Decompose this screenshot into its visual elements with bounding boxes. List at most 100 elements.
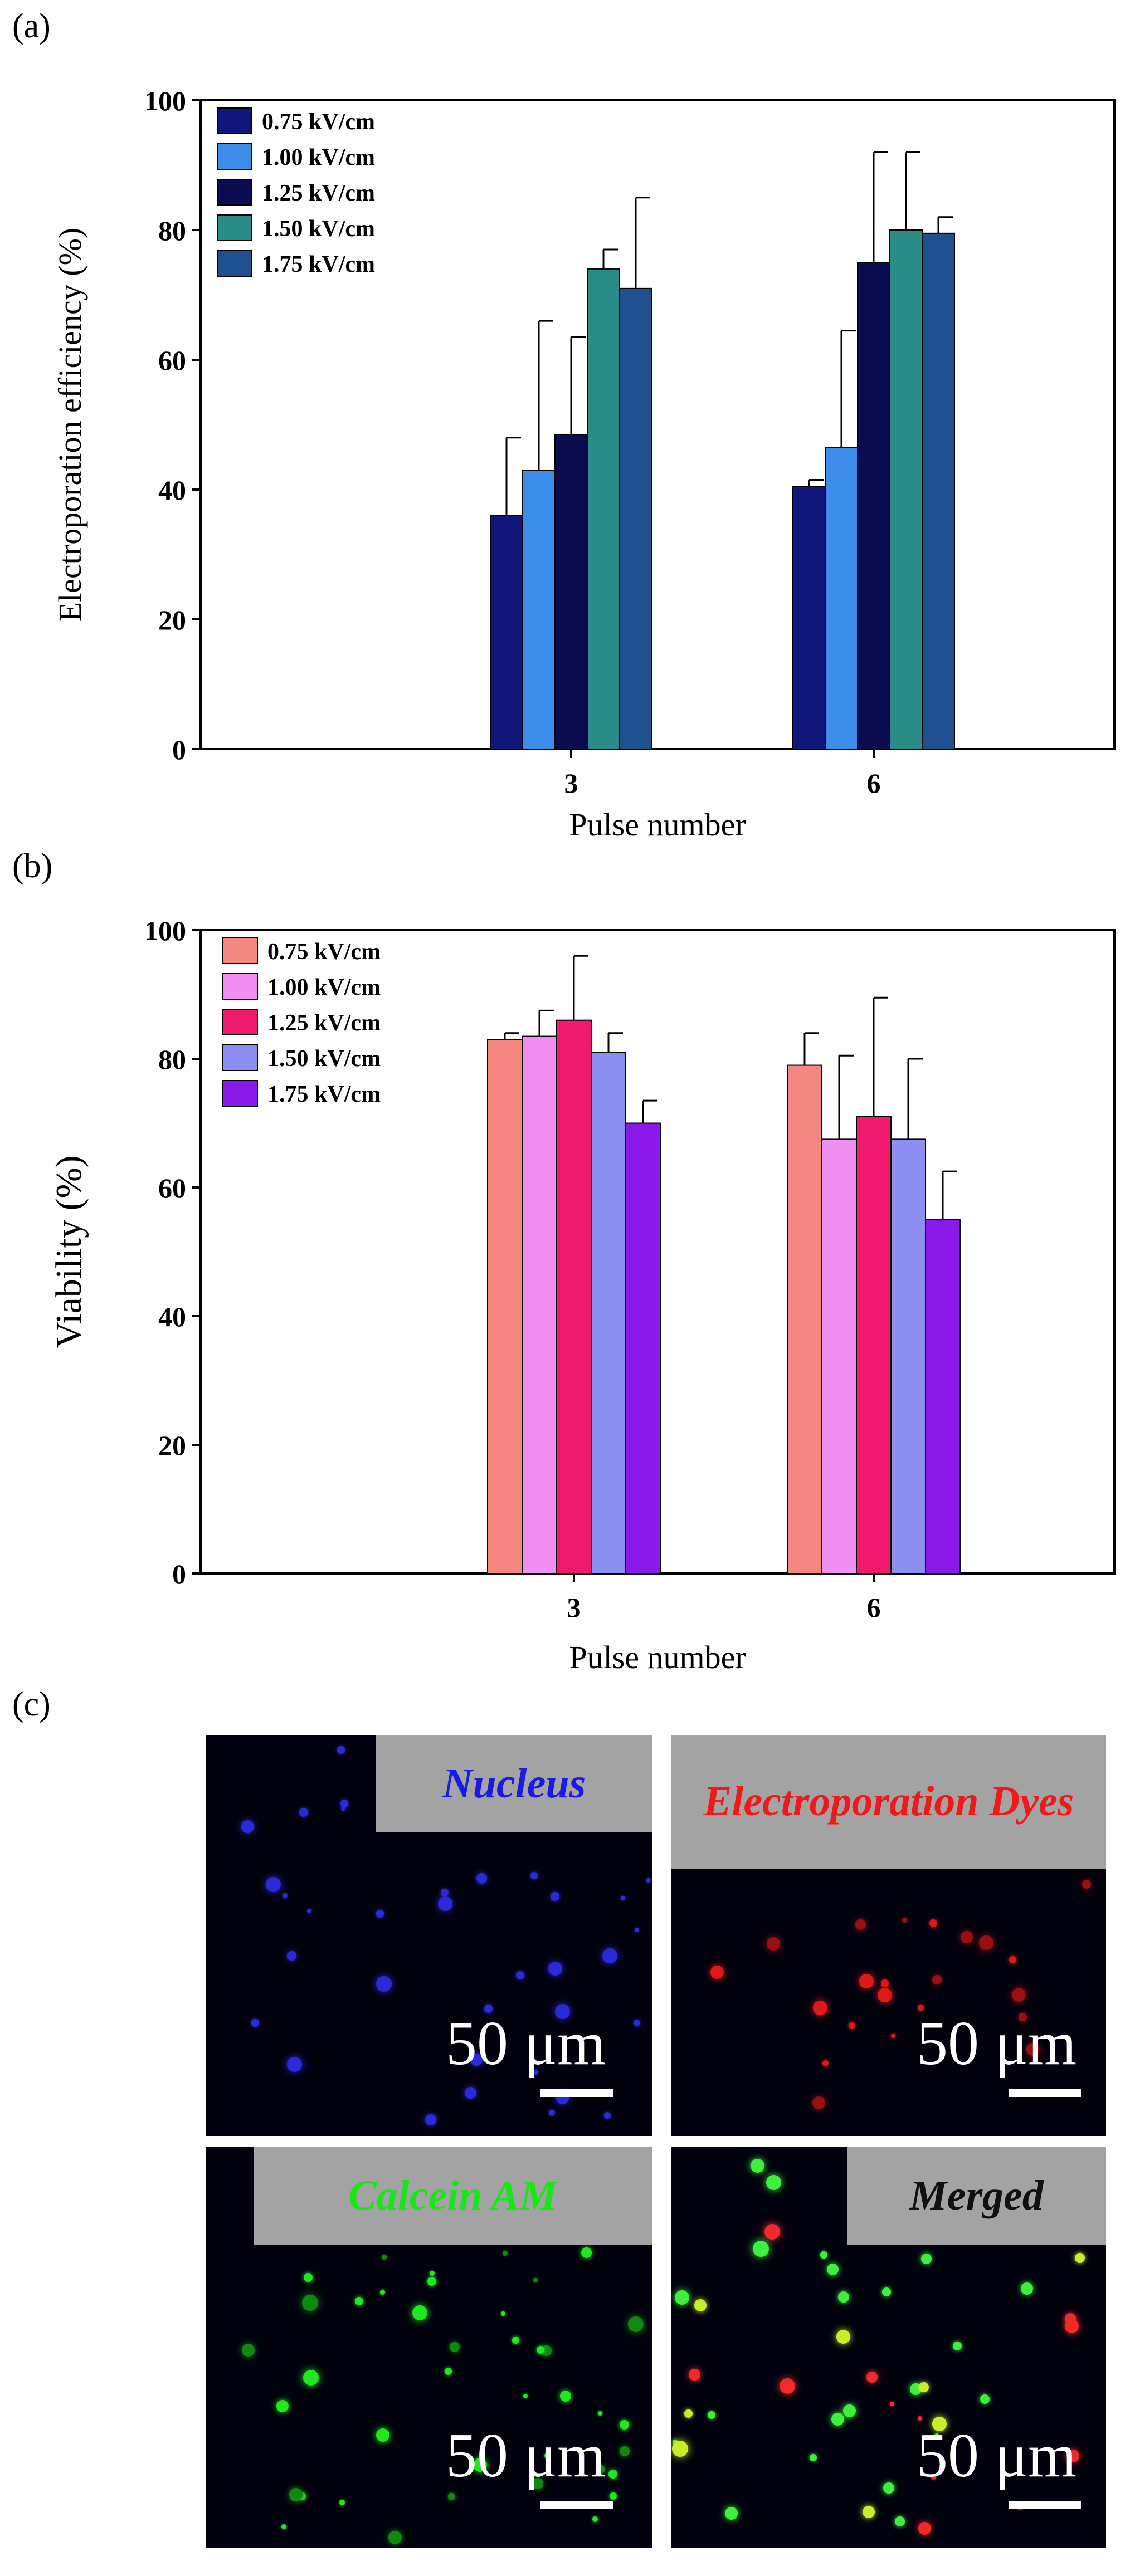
cell-dot <box>581 2247 592 2258</box>
cell-dot <box>634 2020 640 2026</box>
scale-text: 50 μm <box>917 2421 1077 2490</box>
cell-dot <box>551 1892 559 1901</box>
legend-label: 1.50 kV/cm <box>267 1046 381 1072</box>
cell-dot <box>694 2299 707 2311</box>
cell-dot <box>932 1975 942 1984</box>
cell-dot <box>1021 2282 1033 2295</box>
cell-dot <box>1065 2319 1079 2333</box>
micrograph-label-nucleus: Nucleus <box>376 1735 652 1832</box>
cell-dot <box>281 2524 286 2529</box>
y-tick-label: 20 <box>158 1430 186 1461</box>
bar <box>522 470 556 750</box>
cell-dot <box>523 2394 528 2398</box>
cell-dot <box>675 2290 689 2305</box>
legend-label: 0.75 kV/cm <box>267 939 381 965</box>
cell-dot <box>501 2311 505 2316</box>
bar <box>554 433 588 750</box>
bar <box>890 1138 926 1574</box>
y-tick-label: 100 <box>144 85 186 116</box>
cell-dot <box>918 2522 931 2535</box>
cell-dot <box>1066 2450 1079 2462</box>
cell-dot <box>820 2251 827 2259</box>
chart-b: 0 20 40 60 80 100 3 6 0.75 kV/cm 1.00 kV/cm 1.25 k… <box>48 915 1116 1675</box>
cell-dot <box>767 1937 780 1951</box>
cell-dot <box>380 2290 385 2295</box>
micrograph-electroporation-dyes: Electroporation Dyes 50 μm <box>671 1735 1106 2136</box>
cell-dot <box>813 2001 827 2015</box>
cell-dot <box>863 2506 875 2518</box>
cell-dot <box>849 2022 855 2029</box>
micrograph-calcein-am: Calcein AM 50 μm <box>206 2147 652 2548</box>
cell-dot <box>620 2420 629 2430</box>
chart-a: 0 20 40 60 80 100 3 6 0.75 kV/cm 1.00 kV/cm 1.25 k… <box>52 85 1116 843</box>
cell-dot <box>931 2475 936 2480</box>
cell-dot <box>276 2400 289 2412</box>
legend-swatch <box>217 143 252 170</box>
cell-dot <box>448 2493 455 2500</box>
micrograph-label-calcein: Calcein AM <box>254 2147 652 2245</box>
cell-dot <box>307 1909 311 1913</box>
cell-dot <box>764 2224 780 2240</box>
scale-text: 50 μm <box>446 2421 606 2490</box>
cell-dot <box>598 2411 602 2416</box>
x-tick-label: 6 <box>867 768 881 799</box>
cell-dot <box>866 2372 878 2383</box>
bar <box>925 1219 961 1574</box>
y-tick-label: 0 <box>172 1558 186 1590</box>
cell-dot <box>412 2305 427 2320</box>
cell-dot <box>476 1873 487 1884</box>
cell-dot <box>953 2342 962 2350</box>
bar <box>825 447 858 750</box>
legend-swatch <box>217 214 252 241</box>
x-tick-label: 3 <box>564 768 578 799</box>
cell-dot <box>473 2458 487 2472</box>
cell-dot <box>544 2453 549 2458</box>
cell-dot <box>512 2337 519 2344</box>
cell-dot <box>376 1976 392 1992</box>
cell-dot <box>753 2241 769 2257</box>
cell-dot <box>1026 2043 1039 2056</box>
micrograph-merged: Merged 50 μm <box>671 2147 1106 2548</box>
cell-dot <box>376 1910 384 1918</box>
bar <box>856 1116 892 1574</box>
legend-label: 1.25 kV/cm <box>262 180 375 206</box>
cell-dot <box>242 2344 255 2357</box>
panel-a-label: (a) <box>12 7 51 45</box>
cell-dot <box>725 2507 738 2520</box>
cell-dot <box>548 1962 562 1976</box>
cell-dot <box>646 1878 651 1883</box>
cell-dot <box>810 2454 817 2461</box>
cell-dot <box>838 2291 849 2303</box>
cell-dot <box>1009 1956 1016 1963</box>
legend-label: 1.00 kV/cm <box>267 975 381 1000</box>
micrograph-label-merged: Merged <box>847 2147 1106 2245</box>
cell-dot <box>532 2478 543 2489</box>
bar <box>487 1039 523 1575</box>
cell-dot <box>689 2369 700 2381</box>
bar <box>522 1035 557 1574</box>
cell-dot <box>934 2433 939 2438</box>
cell-dot <box>302 2295 318 2311</box>
y-tick-label: 60 <box>158 345 186 376</box>
cell-dot <box>549 2110 555 2116</box>
panel-c-label: (c) <box>12 1685 51 1723</box>
cell-dot <box>635 1928 639 1932</box>
scale-bar <box>1009 2501 1081 2509</box>
y-axis-label: Viability (%) <box>48 1155 89 1348</box>
cell-dot <box>303 2370 319 2386</box>
cell-dot <box>533 2278 538 2282</box>
cell-dot <box>708 2411 715 2419</box>
cell-dot <box>831 2413 844 2426</box>
y-tick-label: 80 <box>158 215 186 246</box>
legend-swatch <box>222 937 258 964</box>
scale-text: 50 μm <box>917 2009 1077 2078</box>
cell-dot <box>684 2409 693 2418</box>
bar <box>821 1138 857 1574</box>
legend-swatch <box>217 107 252 134</box>
cell-dot <box>895 2516 905 2526</box>
cell-dot <box>921 2254 932 2264</box>
cell-dot <box>503 2251 508 2256</box>
cell-dot <box>339 2500 345 2505</box>
panel-b-label: (b) <box>12 847 53 885</box>
cell-dot <box>450 2342 460 2352</box>
